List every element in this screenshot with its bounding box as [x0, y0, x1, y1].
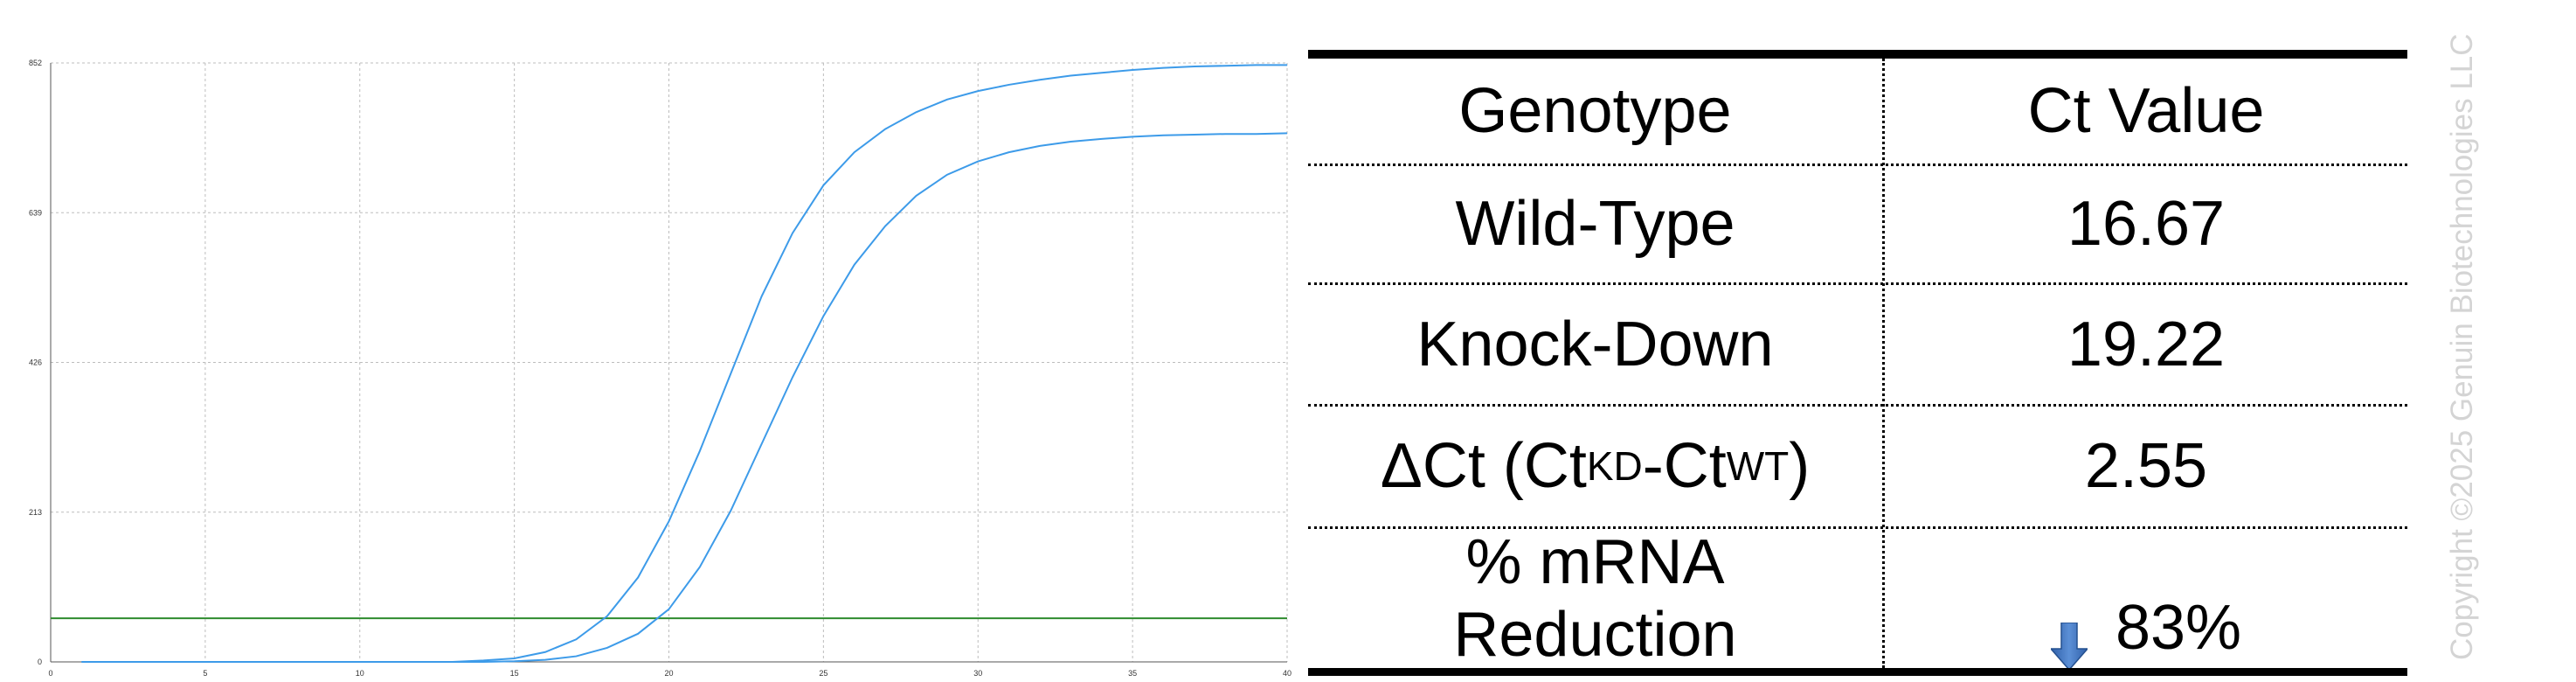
x-tick-label: 20 [664, 669, 673, 678]
row-label: % mRNA Reduction [1308, 526, 1882, 670]
row-value: 83% [2115, 593, 2242, 664]
arrow-down-icon [2050, 623, 2088, 670]
chart-tick-labels: 0 5 10 15 20 25 30 35 40 0 213 426 639 852 [29, 59, 1291, 678]
row-label: Knock-Down [1416, 309, 1774, 379]
mrna-label-line2: Reduction [1453, 599, 1737, 670]
table-row-delta-ct: ΔCt (Ct KD -Ct WT) 2.55 [1308, 407, 2407, 529]
x-tick-label: 15 [510, 669, 519, 678]
delta-ct-label-sub-wt: WT [1726, 443, 1790, 490]
mrna-label-line1: % mRNA [1465, 526, 1725, 597]
x-tick-label: 30 [973, 669, 982, 678]
chart-grid [51, 62, 1288, 662]
chart-series [81, 64, 1288, 663]
table-header-row: Genotype Ct Value [1308, 59, 2407, 166]
x-tick-label: 25 [819, 669, 828, 678]
delta-ct-label-sub-kd: KD [1586, 443, 1643, 490]
amplification-chart: 0 5 10 15 20 25 30 35 40 0 213 426 639 852 [29, 59, 1291, 678]
table-row-mrna-reduction: % mRNA Reduction 83% [1308, 526, 2407, 670]
row-label: ΔCt (Ct KD -Ct WT) [1308, 407, 1882, 526]
table-bottom-border [1308, 668, 2407, 676]
table-top-border [1308, 50, 2407, 59]
series-line-1 [81, 64, 1287, 663]
delta-ct-label-end: ) [1789, 431, 1811, 502]
x-tick-label: 5 [203, 669, 207, 678]
x-tick-label: 0 [48, 669, 52, 678]
row-value: 2.55 [2084, 431, 2208, 502]
table-row-knock-down: Knock-Down 19.22 [1308, 285, 2407, 407]
series-line-2 [81, 132, 1288, 663]
row-value-wrap: 83% [1885, 529, 2407, 670]
ct-results-table: Genotype Ct Value Wild-Type 16.67 Knock-… [1308, 50, 2407, 676]
row-value: 16.67 [2067, 189, 2226, 260]
header-genotype: Genotype [1458, 75, 1732, 146]
x-tick-label: 10 [356, 669, 364, 678]
table-row-wild-type: Wild-Type 16.67 [1308, 166, 2407, 285]
table-column-divider [1882, 59, 1885, 668]
row-value: 19.22 [2067, 309, 2226, 379]
copyright-watermark: Copyright ©2025 Genuin Biotechnologies L… [2445, 33, 2479, 660]
y-tick-label: 426 [29, 358, 42, 367]
x-tick-label: 35 [1128, 669, 1137, 678]
x-tick-label: 40 [1283, 669, 1291, 678]
delta-ct-label-mid: -Ct [1642, 431, 1727, 502]
y-tick-label: 213 [29, 508, 42, 517]
y-tick-label: 639 [29, 208, 42, 217]
row-label: Wild-Type [1455, 189, 1735, 260]
y-tick-label: 0 [38, 658, 42, 666]
header-ct-value: Ct Value [2027, 75, 2265, 146]
delta-ct-label-main: ΔCt (Ct [1380, 431, 1587, 502]
y-tick-label: 852 [29, 59, 42, 67]
